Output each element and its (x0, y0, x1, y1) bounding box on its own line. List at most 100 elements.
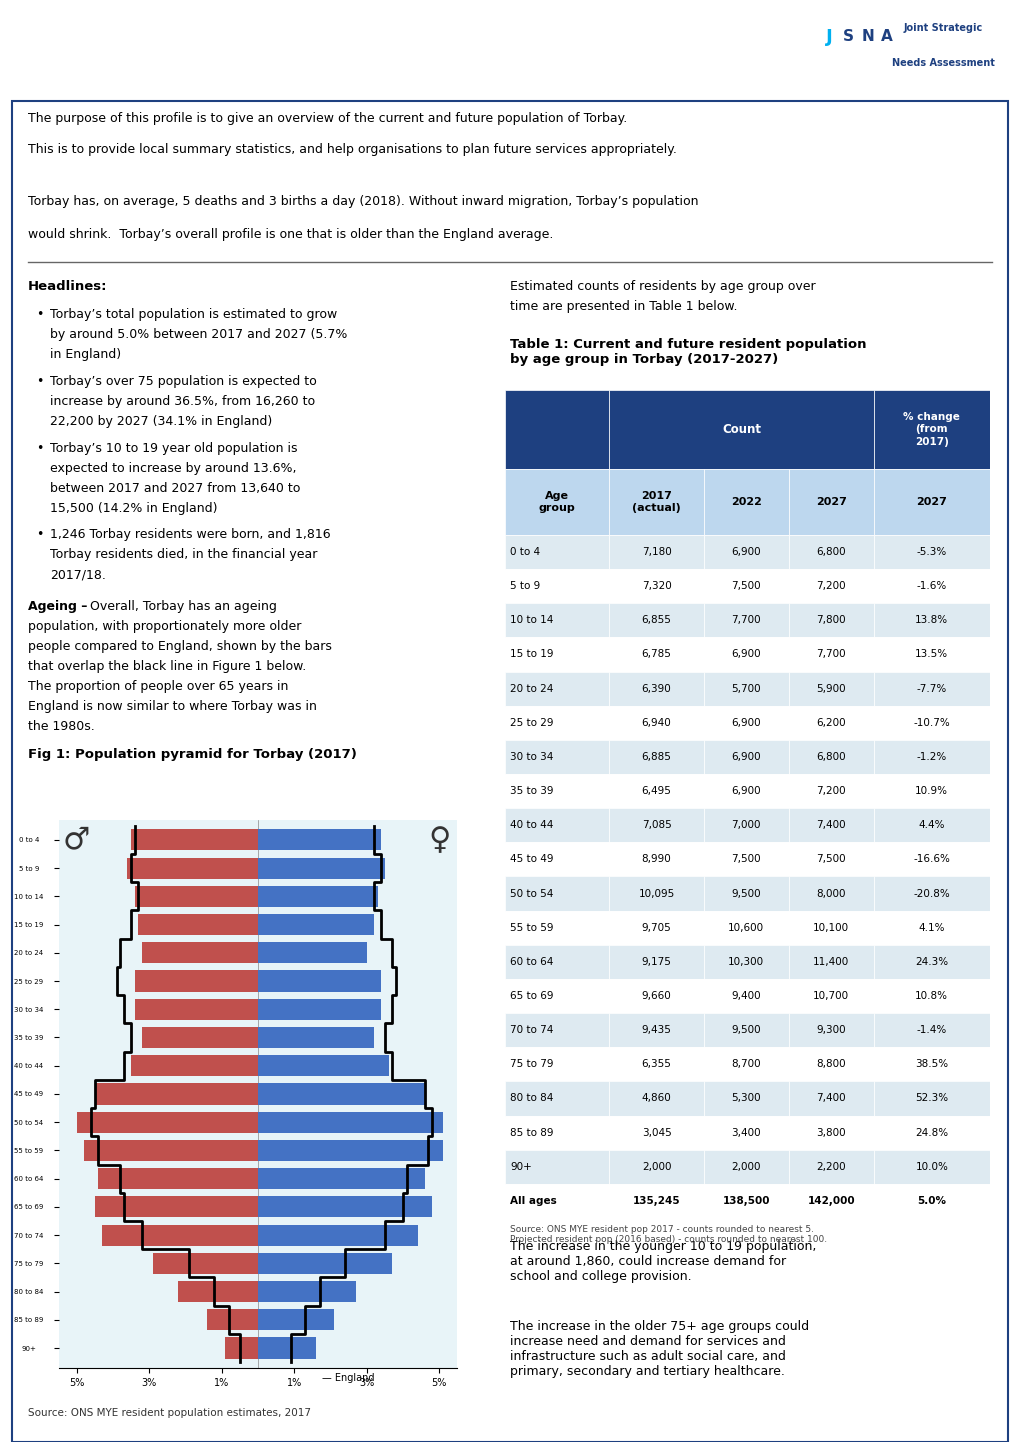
Text: Torbay’s total population is estimated to grow: Torbay’s total population is estimated t… (50, 309, 337, 322)
Text: Source: ONS MYE resident population estimates, 2017: Source: ONS MYE resident population esti… (28, 1407, 311, 1417)
Text: 6,355: 6,355 (641, 1060, 671, 1070)
Text: 6,800: 6,800 (815, 547, 845, 557)
Text: -1.6%: -1.6% (916, 581, 946, 591)
Bar (504, 1047, 608, 1082)
Text: The increase in the older 75+ age groups could
increase need and demand for serv: The increase in the older 75+ age groups… (510, 1319, 808, 1379)
Bar (703, 603, 788, 637)
Bar (872, 705, 989, 740)
Text: •: • (36, 309, 44, 322)
Bar (788, 1014, 872, 1047)
Text: 7,400: 7,400 (815, 820, 845, 831)
Text: 6,855: 6,855 (641, 616, 671, 626)
Bar (258, 1112, 442, 1133)
Text: 7,000: 7,000 (731, 820, 760, 831)
Bar (703, 1184, 788, 1218)
Bar (504, 535, 608, 570)
Bar (788, 808, 872, 842)
Bar (703, 808, 788, 842)
Bar (703, 1082, 788, 1116)
Bar (504, 808, 608, 842)
Bar (703, 774, 788, 808)
Bar (504, 774, 608, 808)
Text: 6,495: 6,495 (641, 786, 671, 796)
Text: -1.4%: -1.4% (916, 1025, 946, 1035)
Bar (608, 945, 703, 979)
Text: 6,800: 6,800 (815, 751, 845, 761)
Text: 5.0%: 5.0% (916, 1195, 946, 1206)
Bar (872, 672, 989, 705)
Text: 7,500: 7,500 (731, 581, 760, 591)
Bar (872, 808, 989, 842)
Bar (258, 1056, 388, 1076)
Text: 135,245: 135,245 (632, 1195, 680, 1206)
Text: 6,900: 6,900 (731, 786, 760, 796)
Text: 38.5%: 38.5% (914, 1060, 948, 1070)
Bar (258, 1309, 334, 1331)
Text: 2,200: 2,200 (815, 1162, 845, 1172)
Text: 10,600: 10,600 (728, 923, 763, 933)
Text: 5 to 9: 5 to 9 (510, 581, 540, 591)
Text: AN OVERVIEW OF TORBAY – 2018: AN OVERVIEW OF TORBAY – 2018 (22, 72, 371, 91)
Bar (788, 774, 872, 808)
Text: 7,700: 7,700 (731, 616, 760, 626)
Bar (258, 970, 381, 992)
Bar (788, 1184, 872, 1218)
Bar (703, 637, 788, 672)
Text: 2027: 2027 (915, 497, 947, 506)
Text: time are presented in Table 1 below.: time are presented in Table 1 below. (510, 300, 737, 313)
Text: 3,400: 3,400 (731, 1128, 760, 1138)
Bar (872, 389, 989, 469)
Bar (788, 877, 872, 910)
Bar (872, 570, 989, 603)
Text: Overall, Torbay has an ageing: Overall, Torbay has an ageing (86, 600, 276, 613)
Bar (703, 979, 788, 1014)
Text: 10.8%: 10.8% (914, 991, 948, 1001)
Text: 138,500: 138,500 (721, 1195, 769, 1206)
Bar (504, 570, 608, 603)
Bar (872, 603, 989, 637)
Bar (142, 942, 258, 963)
Text: 5,300: 5,300 (731, 1093, 760, 1103)
Text: 6,200: 6,200 (815, 718, 845, 728)
Bar (788, 979, 872, 1014)
Bar (131, 1056, 258, 1076)
Text: % change
(from
2017): % change (from 2017) (903, 412, 959, 447)
Text: would shrink.  Torbay’s overall profile is one that is older than the England av: would shrink. Torbay’s overall profile i… (28, 228, 553, 241)
Bar (504, 877, 608, 910)
Bar (788, 945, 872, 979)
Bar (872, 1184, 989, 1218)
Bar (608, 1082, 703, 1116)
Bar (608, 469, 703, 535)
Text: 9,300: 9,300 (815, 1025, 845, 1035)
Bar (258, 858, 384, 878)
Text: Table 1: Current and future resident population
by age group in Torbay (2017-202: Table 1: Current and future resident pop… (510, 337, 866, 366)
Bar (258, 1027, 374, 1048)
Bar (95, 1083, 258, 1105)
Bar (258, 1168, 424, 1190)
Text: 24.3%: 24.3% (914, 957, 948, 966)
Bar (872, 774, 989, 808)
Text: 3,800: 3,800 (815, 1128, 845, 1138)
Text: 7,085: 7,085 (641, 820, 671, 831)
Bar (99, 1168, 258, 1190)
Text: -20.8%: -20.8% (913, 888, 950, 898)
Bar (258, 914, 374, 936)
Text: 7,400: 7,400 (815, 1093, 845, 1103)
Bar (258, 999, 381, 1019)
Text: 10,700: 10,700 (812, 991, 849, 1001)
Text: This is to provide local summary statistics, and help organisations to plan futu: This is to provide local summary statist… (28, 143, 677, 156)
Text: 7,700: 7,700 (815, 649, 845, 659)
Bar (207, 1309, 258, 1331)
Text: The increase in the younger 10 to 19 population,
at around 1,860, could increase: The increase in the younger 10 to 19 pop… (510, 1240, 815, 1283)
Bar (872, 469, 989, 535)
Text: -5.3%: -5.3% (916, 547, 946, 557)
Bar (872, 842, 989, 877)
Bar (703, 910, 788, 945)
Text: 6,785: 6,785 (641, 649, 671, 659)
Bar (504, 1014, 608, 1047)
Text: 15,500 (14.2% in England): 15,500 (14.2% in England) (50, 502, 217, 515)
Bar (608, 740, 703, 774)
Text: 45 to 49: 45 to 49 (510, 854, 553, 864)
Bar (703, 705, 788, 740)
Bar (504, 945, 608, 979)
